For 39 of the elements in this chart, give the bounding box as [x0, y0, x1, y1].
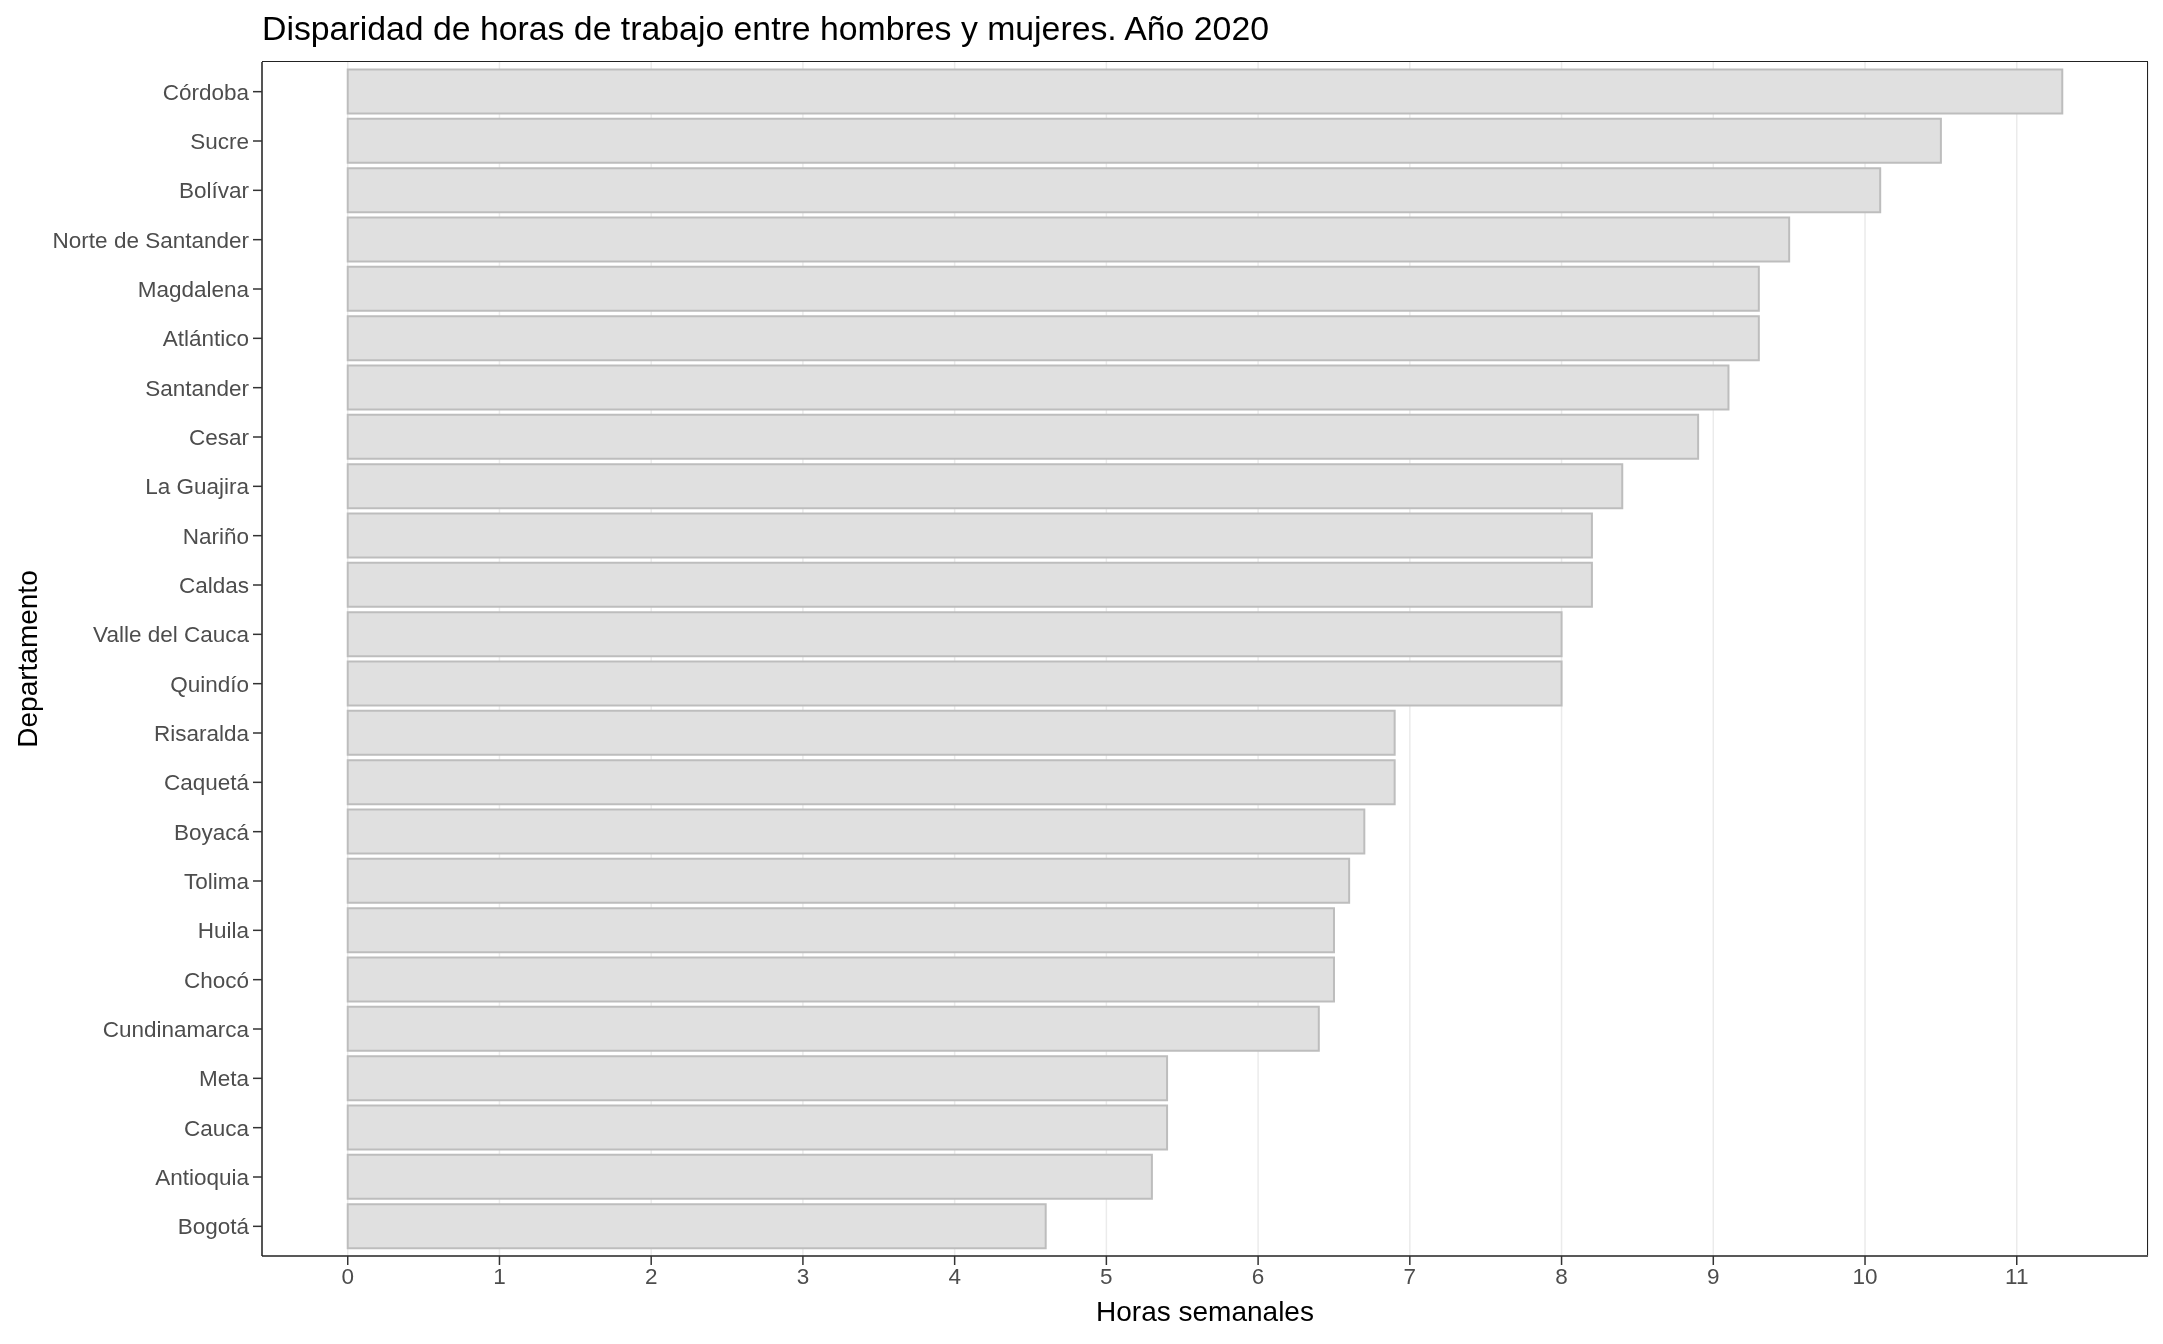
y-tick-label: Atlántico — [162, 326, 249, 352]
x-tick-label: 8 — [1555, 1263, 1568, 1289]
y-tick-label: Córdoba — [162, 79, 250, 105]
y-tick-label: Bolívar — [178, 178, 250, 204]
y-axis-title: Departamento — [12, 570, 43, 748]
x-tick-label: 2 — [644, 1263, 658, 1289]
x-tick-label: 7 — [1403, 1263, 1417, 1289]
y-tick-label: Meta — [198, 1066, 250, 1092]
y-tick-label: Cundinamarca — [102, 1016, 250, 1042]
x-tick-label: 10 — [1852, 1263, 1878, 1289]
x-tick-label: 11 — [2005, 1263, 2029, 1289]
x-tick-label: 3 — [796, 1263, 810, 1289]
y-tick-label: Norte de Santander — [52, 227, 250, 253]
y-tick-label: Cesar — [188, 424, 250, 450]
y-tick-label: Risaralda — [153, 720, 250, 746]
y-tick-label: Sucre — [190, 128, 249, 154]
y-tick-label: Antioquia — [155, 1164, 250, 1190]
y-tick-label: Quindío — [170, 671, 249, 697]
y-tick-label: Caquetá — [163, 770, 250, 796]
y-tick-label: Huila — [197, 918, 250, 944]
y-tick-label: Cauca — [183, 1115, 250, 1141]
y-tick-label: Santander — [145, 375, 250, 401]
x-tick-label: 4 — [948, 1263, 961, 1289]
y-tick-label: Bogotá — [177, 1214, 250, 1240]
y-tick-label: La Guajira — [145, 474, 250, 500]
x-tick-label: 5 — [1100, 1263, 1113, 1289]
x-tick-label: 1 — [493, 1263, 506, 1289]
y-tick-label: Nariño — [182, 523, 249, 549]
y-tick-label: Valle del Cauca — [93, 622, 250, 648]
x-axis-title: Horas semanales — [1095, 1296, 1315, 1327]
y-tick-label: Chocó — [183, 967, 249, 993]
x-tick-label: 9 — [1707, 1263, 1720, 1289]
x-tick-label: 0 — [341, 1263, 354, 1289]
y-tick-label: Caldas — [178, 572, 249, 598]
x-tick-label: 6 — [1251, 1263, 1265, 1289]
chart-title: Disparidad de horas de trabajo entre hombres y mujeres. Año 2020 — [262, 9, 1269, 47]
y-tick-label: Magdalena — [137, 276, 250, 302]
y-tick-label: Tolima — [183, 868, 250, 894]
y-tick-label: Boyacá — [173, 819, 250, 845]
